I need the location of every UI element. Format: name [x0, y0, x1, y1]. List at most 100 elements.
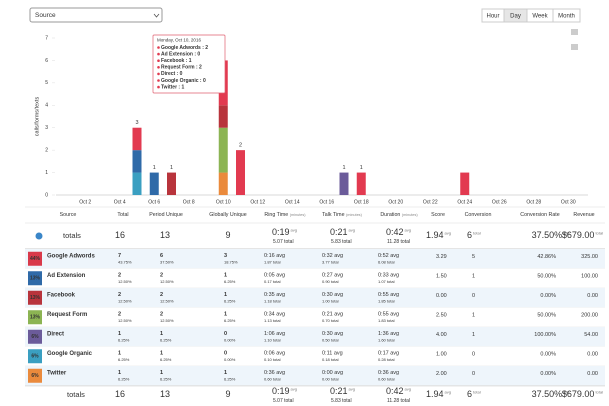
- cell-value: 5: [472, 254, 475, 260]
- cell-sub: 12.50%: [160, 298, 174, 303]
- totals-sub: 5.83 total: [331, 239, 352, 245]
- cell-value: 54.00: [584, 332, 598, 338]
- cell-sub: 1.85 total: [378, 298, 395, 303]
- cell-sub: 18.75%: [224, 259, 238, 264]
- totals-unit: avg: [445, 231, 451, 236]
- totals-cell: 37.50%rate: [532, 389, 571, 399]
- header-text: Conversion Rate: [520, 212, 560, 218]
- cell-sub: 6.25%: [224, 279, 236, 284]
- cell-sub: 0.60 total: [378, 376, 395, 381]
- source-name[interactable]: Google Organic: [47, 351, 93, 357]
- cell-value: 42.86%: [537, 254, 556, 260]
- dropdown-caret: [153, 13, 160, 18]
- cell-sub: 0.00%: [224, 357, 236, 362]
- column-header: Ring Time (minutes): [264, 212, 306, 218]
- x-tick-label: Oct 8: [183, 199, 195, 205]
- cell-sub: 6.25%: [224, 376, 236, 381]
- totals-unit: total: [595, 390, 603, 395]
- bar-segment: [236, 150, 245, 195]
- totals-unit: avg: [445, 390, 451, 395]
- cell-value: 1: [224, 292, 227, 298]
- cell-value: 0:16 avg: [264, 253, 285, 259]
- share-badge: [28, 290, 42, 305]
- cell-value: 0.00%: [540, 371, 556, 377]
- totals-cell: 9: [225, 389, 230, 399]
- source-name[interactable]: Facebook: [47, 292, 76, 298]
- totals-cell: 0:42avg: [386, 386, 411, 396]
- source-name[interactable]: Google Adwords: [47, 253, 95, 259]
- totals-sub: 5.07 total: [273, 239, 294, 245]
- column-header: Globally Unique: [209, 212, 246, 218]
- bar-segment: [339, 172, 349, 195]
- cell-sub: 0.18 total: [322, 357, 339, 362]
- cell-sub: 0.17 total: [264, 279, 281, 284]
- tooltip-item: Google Adwords : 2: [161, 45, 208, 51]
- cell-value: 0:32 avg: [322, 253, 343, 259]
- tooltip-title: Monday, Oct 10, 2016: [157, 38, 201, 43]
- cell-value: 1: [224, 273, 227, 279]
- totals-label: totals: [67, 390, 85, 399]
- x-tick-label: Oct 2: [79, 199, 91, 205]
- cell-value: 2: [160, 312, 163, 318]
- share-badge-label: 13%: [30, 276, 41, 282]
- source-name[interactable]: Direct: [47, 331, 64, 337]
- tooltip-bullet: [157, 72, 160, 76]
- cell-value: 1:06 avg: [264, 331, 285, 337]
- cell-sub: 0.00%: [224, 337, 236, 342]
- x-tick-label: Oct 18: [354, 199, 369, 205]
- cell-value: 0.00%: [540, 352, 556, 358]
- cell-sub: 0.10 total: [264, 357, 281, 362]
- share-badge: [28, 368, 42, 383]
- cell-sub: 0.70 total: [322, 318, 339, 323]
- cell-value: 0:55 avg: [378, 312, 399, 318]
- source-name[interactable]: Twitter: [47, 370, 67, 376]
- cell-value: 2: [160, 292, 163, 298]
- cell-value: 1: [160, 351, 163, 357]
- cell-sub: 6.25%: [160, 357, 172, 362]
- cell-value: 325.00: [581, 254, 598, 260]
- source-name[interactable]: Ad Extension: [47, 273, 86, 279]
- cell-value: 0:36 avg: [378, 370, 399, 376]
- cell-sub: 0.90 total: [322, 279, 339, 284]
- cell-value: 1: [118, 370, 121, 376]
- cell-sub: 6.25%: [118, 357, 130, 362]
- bar-segment: [460, 172, 470, 195]
- x-tick-label: Oct 22: [423, 199, 438, 205]
- share-badge: [28, 271, 42, 286]
- range-button[interactable]: [552, 8, 581, 23]
- tooltip: Monday, Oct 10, 2016 Google Adwords : 2Ad…: [152, 34, 226, 94]
- cell-value: 1: [160, 331, 163, 337]
- cell-value: 2.00: [436, 371, 447, 377]
- column-header: Period Unique: [149, 212, 183, 218]
- x-tick-label: Oct 26: [492, 199, 507, 205]
- tooltip-bullet: [157, 79, 160, 82]
- x-tick-label: Oct 4: [114, 199, 126, 205]
- cell-value: 0: [472, 371, 475, 377]
- dropdown[interactable]: [29, 7, 163, 23]
- cell-sub: 1.00 total: [322, 298, 339, 303]
- header-unit: (minutes): [402, 213, 419, 217]
- source-name[interactable]: Request Form: [47, 312, 87, 318]
- totals-cell: $679.00total: [562, 389, 603, 399]
- x-tick-label: Oct 20: [388, 199, 403, 205]
- cell-value: 50.00%: [537, 313, 556, 319]
- cell-value: 100.00%: [534, 332, 556, 338]
- cell-sub: 0.28 total: [378, 357, 395, 362]
- cell-sub: 1.60 total: [378, 337, 395, 342]
- cell-sub: 6.25%: [160, 376, 172, 381]
- share-badge-label: 13%: [30, 295, 41, 301]
- settings-icon[interactable]: [35, 232, 43, 240]
- range-button-label: Week: [532, 13, 548, 19]
- x-tick-label: Oct 16: [319, 199, 334, 205]
- row-background: [25, 249, 605, 269]
- header-text: Total: [117, 212, 128, 218]
- cell-value: 2: [160, 273, 163, 279]
- totals-value: 13: [160, 389, 170, 399]
- tooltip-item: Facebook : 1: [161, 58, 192, 64]
- cell-value: 1.50: [436, 274, 447, 280]
- cell-value: 4.00: [436, 332, 447, 338]
- cell-value: 0:30 avg: [322, 331, 343, 337]
- totals-value: $679.00: [562, 230, 595, 240]
- tooltip-item: Twitter : 1: [161, 84, 184, 90]
